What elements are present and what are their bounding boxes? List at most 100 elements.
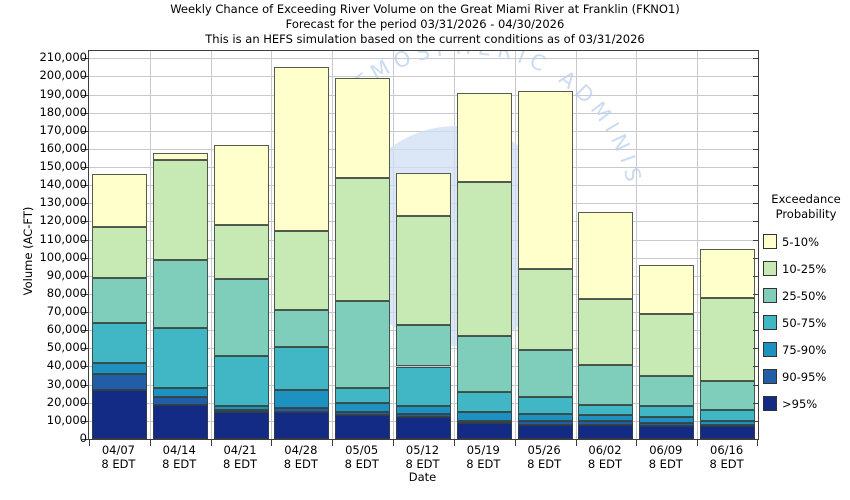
grid-line-h (89, 112, 758, 114)
x-tick-label: 05/26 8 EDT (509, 443, 579, 471)
bar-segment (274, 411, 330, 439)
y-tick-label: 30,000 (46, 376, 87, 391)
y-axis-tick (82, 402, 88, 404)
x-axis-tick (575, 440, 577, 446)
x-tick-label-date: 05/26 (527, 443, 561, 457)
bar-segment (152, 152, 208, 160)
y-axis-tick-right (753, 420, 758, 422)
bar-segment (456, 181, 512, 336)
bar-segment (396, 366, 451, 407)
y-axis-tick-right (753, 148, 758, 150)
y-axis-tick-right (753, 167, 758, 169)
legend-item: >95% (763, 390, 849, 417)
bar-segment (700, 297, 756, 381)
bar-segment (639, 264, 695, 314)
legend-label: 5-10% (782, 234, 820, 249)
x-axis-tick (210, 440, 212, 446)
bar-segment (517, 413, 573, 421)
y-axis-tick-right (753, 76, 758, 78)
bar-segment (335, 402, 391, 412)
bar-segment (274, 67, 330, 231)
bar-segment (517, 420, 573, 425)
bar-segment (396, 172, 451, 216)
bar-segment (700, 426, 756, 439)
y-axis-tick (82, 94, 88, 96)
y-axis-tick-right (753, 275, 758, 277)
bar-segment (456, 411, 512, 421)
grid-line-v (149, 51, 151, 439)
x-tick-label-time: 8 EDT (405, 457, 440, 471)
x-tick-label-date: 05/12 (405, 443, 440, 457)
bar-segment (152, 328, 208, 389)
bar-segment (700, 410, 756, 421)
bar-segment (700, 248, 756, 298)
y-axis-tick-right (753, 312, 758, 314)
x-tick-label-time: 8 EDT (527, 457, 562, 471)
bar-segment (335, 415, 391, 439)
y-axis-tick-right (753, 330, 758, 332)
legend-items: 5-10% 10-25% 25-50% 50-75% 75-90% 90-95% >95% (763, 228, 849, 417)
grid-line-v (575, 51, 577, 439)
bar-segment (456, 422, 512, 439)
y-axis-tick-right (753, 384, 758, 386)
y-tick-label: 70,000 (46, 304, 87, 319)
legend-swatch (763, 396, 777, 411)
y-axis-tick-right (753, 366, 758, 368)
y-axis-tick (82, 76, 88, 78)
y-tick-label: 80,000 (46, 285, 87, 300)
y-tick-label: 130,000 (39, 195, 87, 210)
legend-label: 25-50% (782, 288, 827, 303)
bar-segment (274, 390, 330, 409)
y-axis-tick-right (753, 185, 758, 187)
x-tick-label-time: 8 EDT (648, 457, 683, 471)
x-tick-label-time: 8 EDT (162, 457, 197, 471)
x-tick-label-date: 04/07 (101, 443, 135, 457)
y-axis-tick (82, 312, 88, 314)
x-axis-tick (697, 440, 699, 446)
x-axis-tick (271, 440, 273, 446)
y-axis-tick (82, 112, 88, 114)
bar-segment (456, 391, 512, 412)
bar-segment (91, 390, 147, 439)
y-axis-tick (82, 330, 88, 332)
bar-segment (91, 373, 147, 391)
y-axis-tick (82, 384, 88, 386)
x-tick-label-date: 06/02 (588, 443, 622, 457)
bar-segment (639, 417, 695, 423)
x-tick-label: 04/07 8 EDT (83, 443, 153, 471)
x-tick-label: 04/28 8 EDT (266, 443, 336, 471)
bar-segment (396, 216, 451, 325)
y-axis-tick-right (753, 257, 758, 259)
x-tick-label-date: 04/21 (223, 443, 257, 457)
y-axis-tick (82, 439, 88, 440)
legend-item: 50-75% (763, 309, 849, 336)
bar-segment (639, 375, 695, 407)
x-tick-label-time: 8 EDT (344, 457, 379, 471)
y-axis-tick-right (753, 58, 758, 60)
y-tick-label: 0 (79, 431, 87, 445)
legend-item: 10-25% (763, 255, 849, 282)
chart-titles: Weekly Chance of Exceeding River Volume … (0, 2, 850, 47)
x-axis-tick (514, 440, 516, 446)
grid-line-h (89, 94, 758, 96)
bar-segment (152, 388, 208, 398)
y-axis-tick (82, 130, 88, 132)
bar-segment (578, 212, 634, 300)
grid-line-v (210, 51, 212, 439)
bar-segment (335, 78, 391, 178)
x-tick-label-date: 04/14 (162, 443, 196, 457)
x-tick-label-date: 06/16 (710, 443, 744, 457)
y-tick-label: 100,000 (39, 249, 87, 264)
legend-item: 25-50% (763, 282, 849, 309)
bar-segment (396, 406, 451, 414)
y-axis-tick-right (753, 293, 758, 295)
bar-segment (335, 177, 391, 302)
legend-label: 90-95% (782, 369, 827, 384)
y-tick-label: 120,000 (39, 213, 87, 228)
x-tick-label: 04/21 8 EDT (205, 443, 275, 471)
x-tick-label-time: 8 EDT (222, 457, 258, 471)
y-axis-tick-right (753, 221, 758, 223)
bar-segment (213, 225, 269, 280)
y-axis-tick-right (753, 203, 758, 205)
